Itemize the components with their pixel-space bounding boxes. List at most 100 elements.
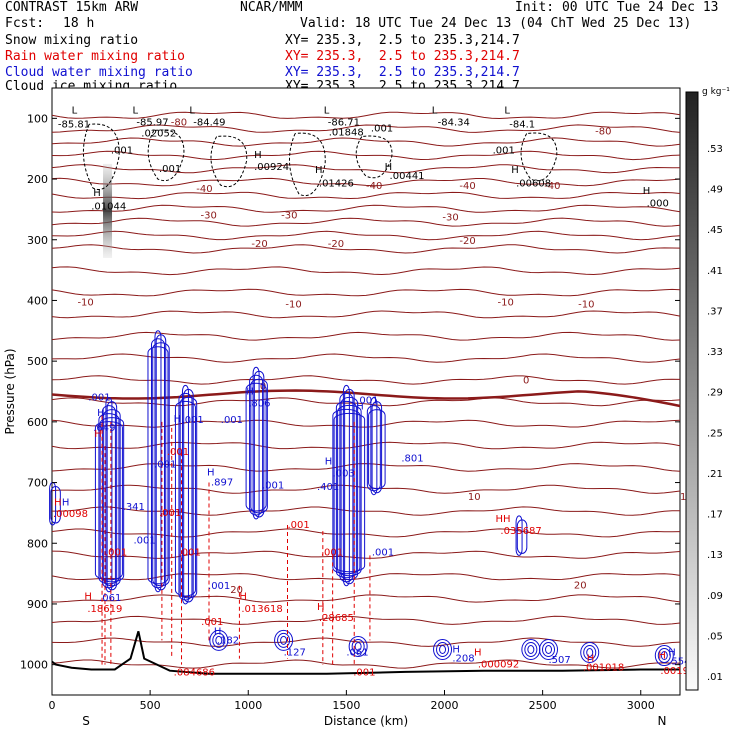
cloud-water-contour [337, 404, 362, 577]
cloud-water-annotation: .401 [317, 482, 339, 493]
rain-water-annotation: .000092 [478, 660, 519, 671]
cloud-water-contour [215, 635, 223, 645]
cloud-water-contour [274, 629, 294, 651]
snow-ice-annotation: -84.1 [509, 119, 535, 130]
cloud-water-contour [250, 378, 268, 514]
snow-ice-annotation: H [315, 165, 323, 176]
snow-ice-annotation: .001 [111, 146, 133, 157]
rain-water-annotation: H [94, 429, 102, 440]
snow-ice-annotation: L [189, 105, 195, 116]
cloud-water-annotation: .001 [133, 535, 155, 546]
snow-ice-annotation: -84.49 [193, 118, 225, 129]
snow-ice-annotation: .00608 [516, 178, 551, 189]
isotherm-line [51, 164, 680, 174]
isotherm-label: -10 [285, 299, 301, 310]
cloud-water-contour [277, 632, 291, 648]
isotherm-line [51, 177, 681, 187]
isotherm-line [51, 310, 681, 319]
rain-water-annotation: .001 [201, 617, 223, 628]
cloud-water-contour [179, 396, 198, 599]
x-tick-label: 0 [49, 699, 56, 712]
cloud-water-contour [657, 648, 671, 664]
cloud-water-annotation: .649 [93, 423, 115, 434]
isotherm-label: 10 [468, 492, 481, 503]
rain-water-annotation: .001 [179, 547, 201, 558]
isotherm-label: 20 [230, 585, 243, 596]
cloud-water-annotation: H [174, 414, 182, 425]
cloud-water-contour [545, 644, 553, 654]
cloud-water-contour [539, 638, 559, 660]
rain-water-annotation: .084686 [174, 668, 215, 679]
rain-water-annotation: .28685 [319, 613, 354, 624]
isotherm-label: -10 [77, 298, 93, 309]
cloud-water-contour [94, 421, 123, 581]
isotherm-label: -10 [578, 299, 594, 310]
cloud-water-annotation: .061 [99, 593, 121, 604]
cloud-water-contour [351, 638, 365, 654]
rain-water-annotation: .00098 [53, 509, 88, 520]
cloud-water-contour [150, 338, 165, 589]
colorbar-tick-label: .21 [707, 469, 723, 480]
y-tick-label: 500 [27, 355, 48, 368]
snow-ice-annotation: .02052 [141, 129, 176, 140]
cloud-water-contour [524, 641, 538, 657]
cloud-water-contour [580, 642, 600, 664]
isotherm-label: -80 [171, 117, 187, 128]
colorbar [685, 91, 699, 691]
cloud-water-contour [106, 401, 118, 591]
isotherm-line [51, 217, 681, 227]
colorbar-tick-label: .01 [707, 672, 723, 683]
field-name-snow: Snow mixing ratio [5, 33, 139, 48]
field-xy-rain: XY= 235.3, 2.5 to 235.3,214.7 [285, 49, 520, 64]
isotherm-line [51, 288, 681, 297]
cloud-water-annotation: .001 [221, 415, 243, 426]
cloud-water-contour [333, 412, 366, 573]
rain-water-annotation: .18619 [87, 604, 122, 615]
cloud-water-contour [249, 374, 264, 516]
snow-ice-annotation: L [432, 105, 438, 116]
y-tick-label: 400 [27, 294, 48, 307]
cloud-water-contour [654, 645, 674, 667]
cloud-water-contour [348, 635, 368, 657]
cloud-water-annotation: .001 [262, 481, 284, 492]
cloud-water-annotation: .003 [333, 468, 355, 479]
cloud-water-annotation: .806 [248, 399, 270, 410]
colorbar-tick-label: .13 [707, 550, 723, 561]
snow-ice-annotation: .001 [371, 124, 393, 135]
cloud-ice-contour [147, 129, 185, 182]
cloud-water-annotation: .001 [208, 581, 230, 592]
rain-water-annotation: .001 [288, 520, 310, 531]
cloud-water-annotation: H [62, 498, 70, 509]
cloud-ice-contour [210, 135, 248, 188]
isotherm-label: -40 [459, 181, 475, 192]
x-tick-label: 1000 [234, 699, 262, 712]
isotherm-label: -10 [498, 298, 514, 309]
cloud-water-contour [209, 629, 229, 651]
cloud-water-annotation: .182 [217, 635, 239, 646]
isotherm-line [51, 111, 681, 120]
cloud-water-annotation: H [452, 645, 460, 656]
snow-mixing-shading [103, 163, 113, 258]
cloud-water-annotation: H [325, 456, 333, 467]
cloud-water-contour [99, 417, 125, 583]
cloud-water-contour [366, 405, 381, 492]
cloud-water-contour [252, 366, 260, 520]
isotherm-label: -40 [196, 184, 212, 195]
cloud-water-contour [660, 651, 668, 661]
rain-water-annotation: HH [496, 514, 511, 525]
valid-label: Valid: 18 UTC Tue 24 Dec 13 (04 ChT Wed … [300, 16, 692, 31]
cloud-water-contour [335, 400, 357, 579]
cloud-water-contour [253, 370, 265, 518]
isotherm-label: -20 [459, 236, 475, 247]
colorbar-tick-label: .25 [707, 428, 723, 439]
cloud-water-contour [105, 397, 113, 593]
cloud-water-contour [368, 409, 386, 490]
colorbar-tick-label: .17 [707, 510, 723, 521]
snow-ice-annotation: L [72, 105, 78, 116]
isotherm-label: -40 [366, 181, 382, 192]
cloud-water-contour [183, 388, 194, 603]
x-end-label-north: N [658, 714, 667, 728]
y-tick-label: 1000 [20, 659, 48, 672]
isotherm-label: 0 [260, 381, 266, 392]
